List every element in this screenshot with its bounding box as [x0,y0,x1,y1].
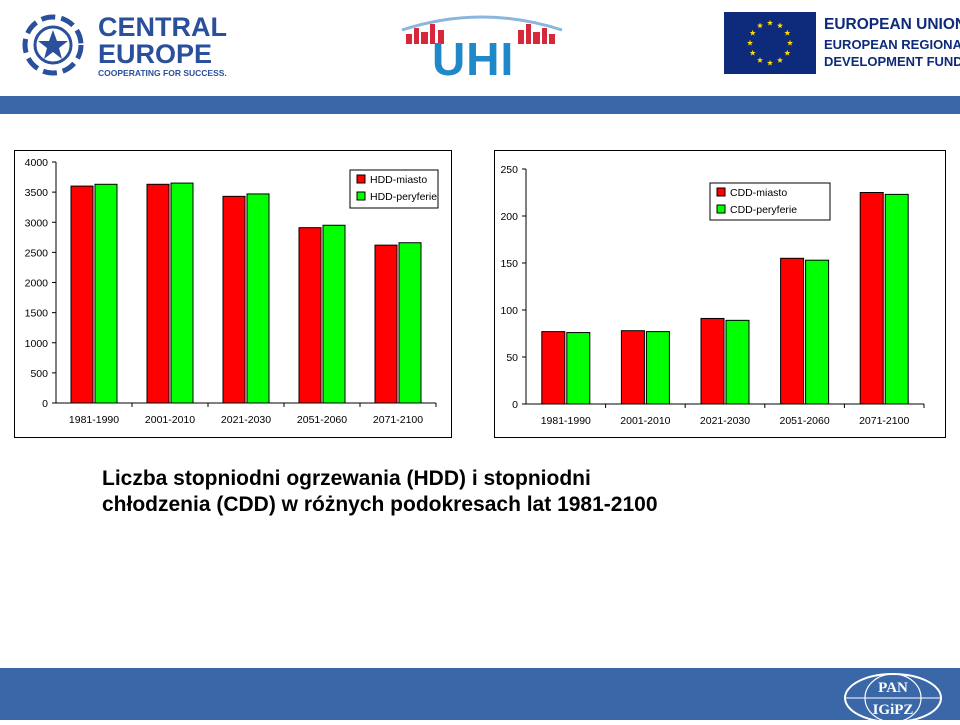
bar-cdd-miasto [620,330,645,405]
bar-hdd-miasto [146,183,170,404]
header-band [0,96,960,114]
eu-subtitle-1: EUROPEAN REGIONAL [824,37,960,52]
eu-title: EUROPEAN UNION [824,16,960,33]
legend-label: CDD-peryferie [730,204,797,216]
uhi-skyline-icon [401,15,563,44]
header: CENTRAL EUROPE COOPERATING FOR SUCCESS. … [0,0,960,96]
x-tick-label: 1981-1990 [69,414,119,426]
bar-hdd-peryferie [398,242,422,404]
pan-igipz-globe-icon: PAN IGiPZ [844,673,942,723]
bar-hdd-miasto [70,185,94,404]
bar-hdd-peryferie [246,193,270,404]
uhi-logo: UHI [398,8,566,88]
y-tick-label: 3500 [25,187,49,199]
bar-cdd-miasto [780,257,805,405]
hdd-chart: 0 500 1000 1500 2000 2500 3000 3500 4000 1981-199… [14,150,452,438]
x-tick-label: 2071-2100 [859,415,909,427]
legend-box [709,182,831,221]
footer-band [0,668,960,720]
y-tick-label: 4000 [25,157,49,169]
y-tick-label: 2000 [25,278,49,290]
legend-swatch [356,191,366,201]
y-tick-label: 150 [500,258,518,270]
x-tick-label: 1981-1990 [541,415,591,427]
y-tick-label: 1000 [25,338,49,350]
uhi-logo-text: UHI [432,33,515,85]
bar-hdd-miasto [298,227,322,404]
central-europe-line2: EUROPE [98,39,213,69]
x-tick-label: 2001-2010 [620,415,670,427]
pan-logo-line2: IGiPZ [873,702,914,718]
bar-hdd-peryferie [94,183,118,404]
y-tick-label: 50 [506,352,518,364]
pan-igipz-logo: PAN IGiPZ [842,672,944,723]
bar-cdd-peryferie [566,332,591,405]
x-tick-label: 2051-2060 [297,414,347,426]
legend-label: CDD-miasto [730,187,787,199]
x-tick-label: 2021-2030 [221,414,271,426]
y-tick-label: 100 [500,305,518,317]
central-europe-logo: CENTRAL EUROPE COOPERATING FOR SUCCESS. [20,12,230,78]
y-tick-label: 2500 [25,247,49,259]
bar-hdd-peryferie [170,182,194,404]
x-tick-label: 2071-2100 [373,414,423,426]
central-europe-line1: CENTRAL [98,12,227,42]
central-europe-tagline: COOPERATING FOR SUCCESS. [98,68,227,78]
y-tick-label: 250 [500,164,518,176]
cdd-chart: 0 50 100 150 200 250 1981-1990 2001-2010 2021-20… [494,150,946,438]
bar-hdd-miasto [222,195,246,404]
y-tick-label: 200 [500,211,518,223]
x-tick-label: 2051-2060 [779,415,829,427]
y-tick-label: 3000 [25,217,49,229]
bar-cdd-miasto [700,317,725,405]
pan-logo-line1: PAN [878,680,908,696]
legend-swatch [716,187,726,197]
central-europe-star-icon [22,14,84,76]
y-tick-label: 0 [512,399,518,411]
y-tick-label: 500 [30,368,48,380]
bar-cdd-peryferie [725,319,750,405]
slide-caption: Liczba stopniodni ogrzewania (HDD) i sto… [102,466,902,518]
bar-cdd-peryferie [805,259,830,405]
legend-label: HDD-miasto [370,174,427,186]
caption-line-1: Liczba stopniodni ogrzewania (HDD) i sto… [102,467,591,490]
legend-label: HDD-peryferie [370,191,437,203]
y-tick-label: 0 [42,398,48,410]
bar-cdd-miasto [541,331,566,405]
bar-cdd-peryferie [645,331,670,405]
x-tick-label: 2021-2030 [700,415,750,427]
y-tick-label: 1500 [25,308,49,320]
legend-swatch [716,204,726,214]
eu-flag-icon [724,12,816,74]
bar-cdd-miasto [859,192,884,405]
bar-cdd-peryferie [884,193,909,405]
legend-swatch [356,174,366,184]
x-tick-label: 2001-2010 [145,414,195,426]
eu-subtitle-2: DEVELOPMENT FUND [824,54,960,69]
bar-hdd-miasto [374,244,398,404]
bar-hdd-peryferie [322,224,346,404]
eu-logo: EUROPEAN UNION EUROPEAN REGIONAL DEVELOP… [724,12,960,78]
caption-line-2: chłodzenia (CDD) w różnych podokresach l… [102,493,658,516]
